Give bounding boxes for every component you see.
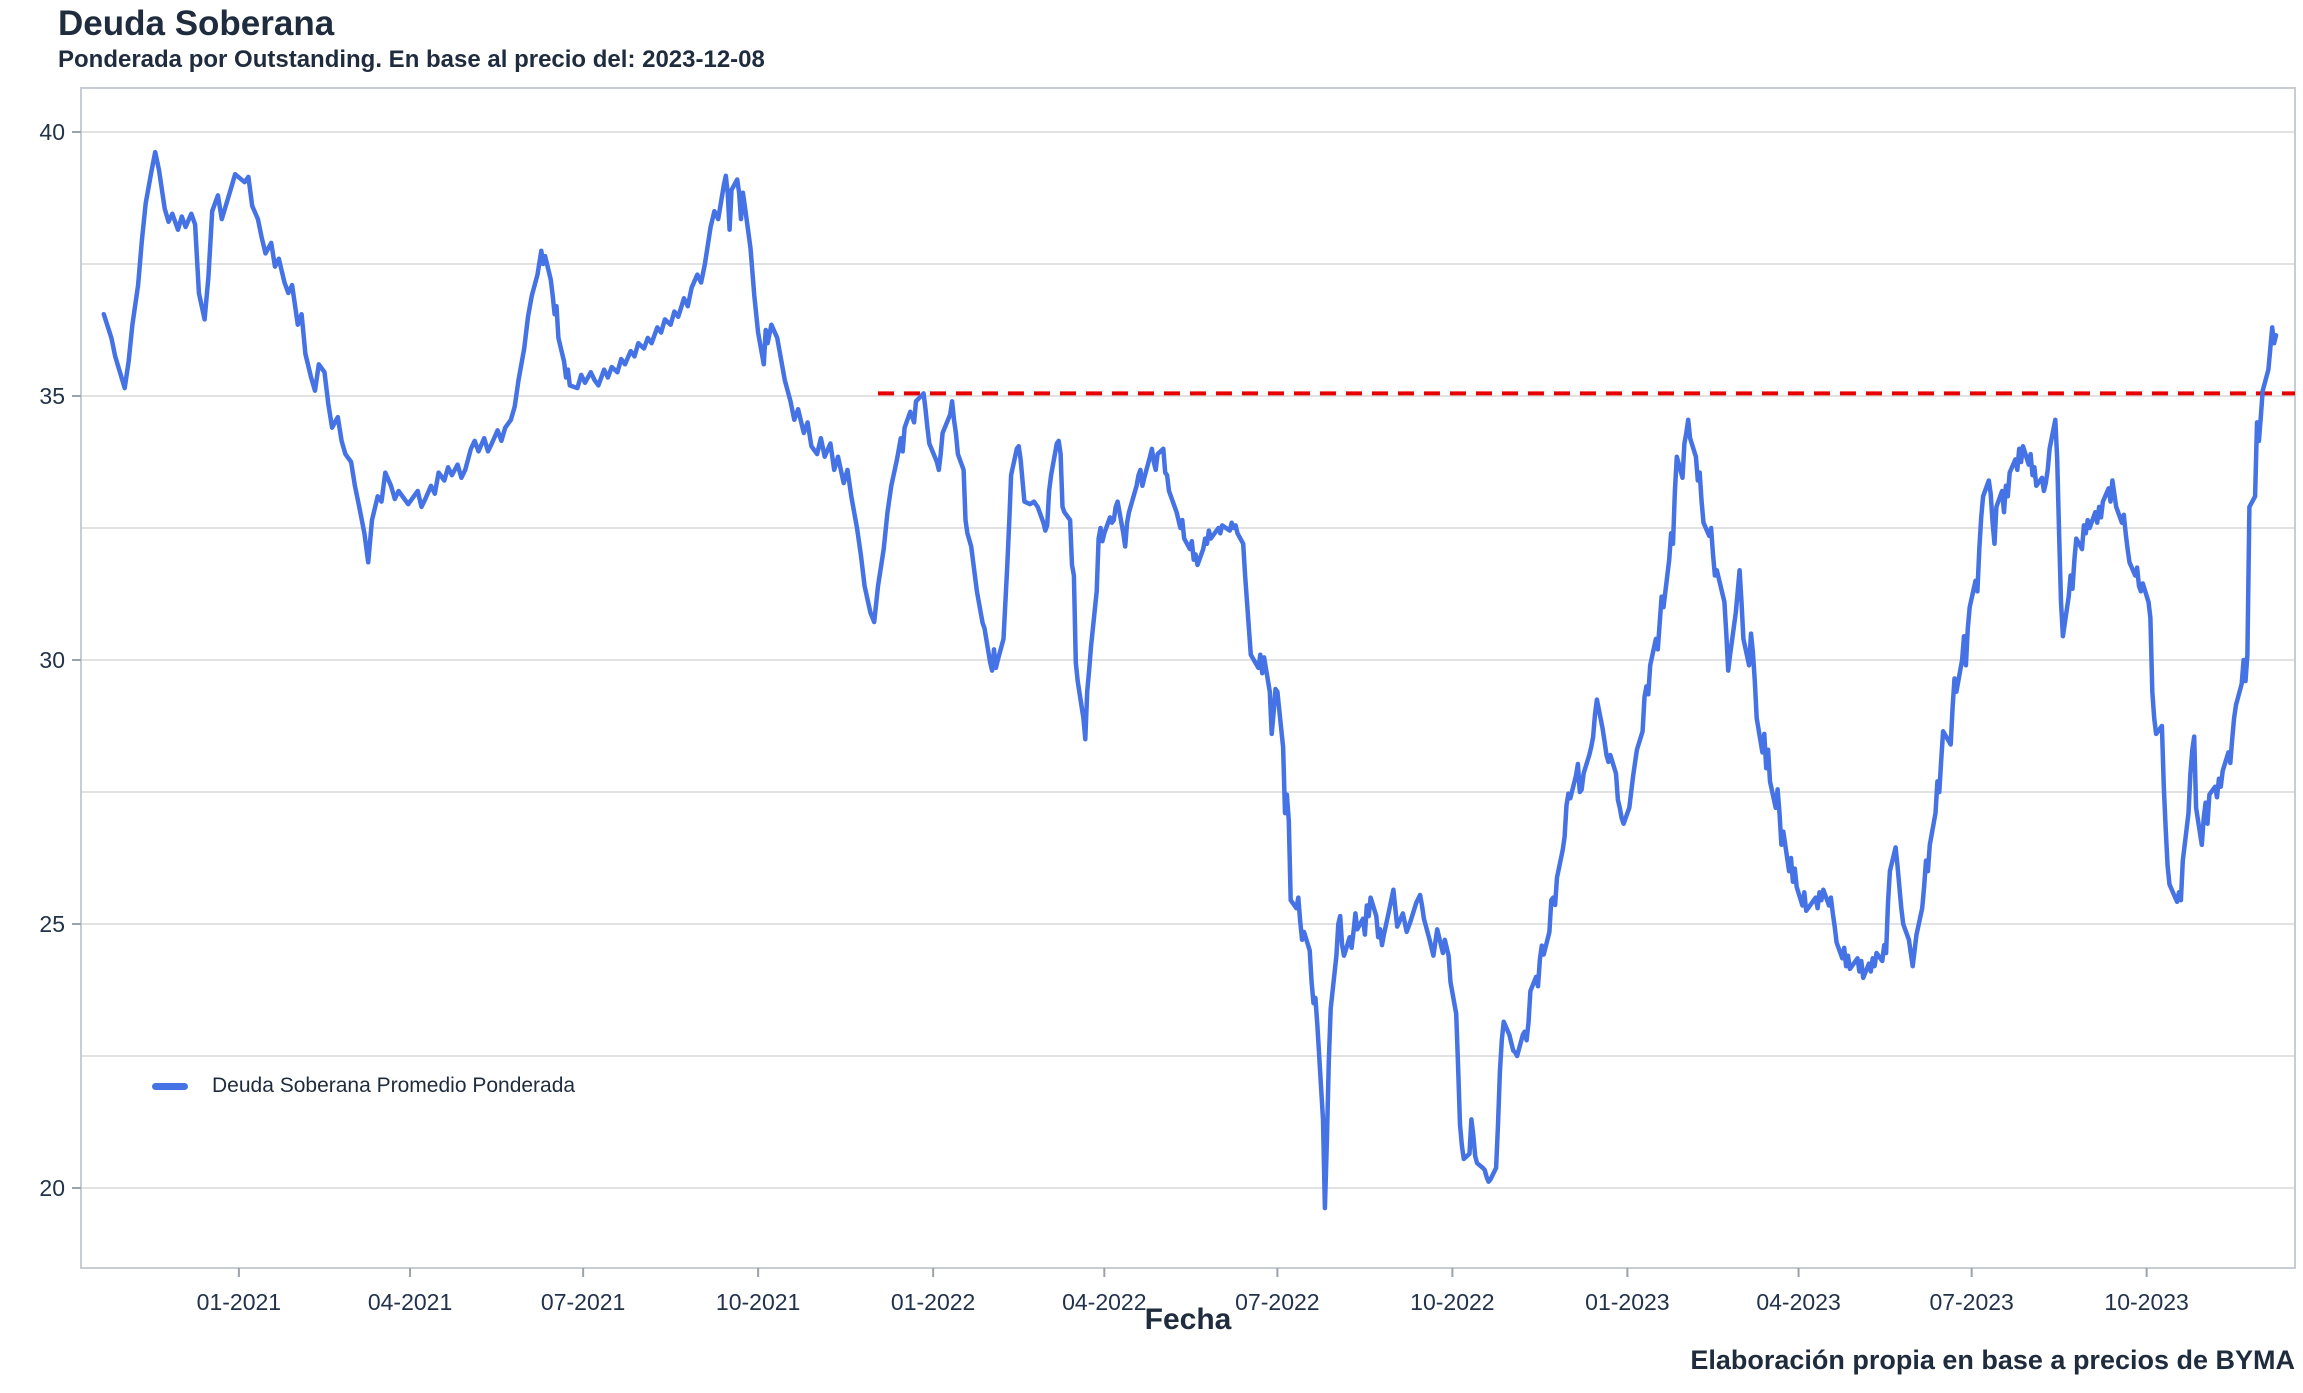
y-tick-label: 40	[39, 119, 65, 145]
x-tick-label: 10-2023	[2104, 1289, 2188, 1315]
x-axis-title: Fecha	[1144, 1303, 1232, 1336]
x-tick-label: 07-2023	[1929, 1289, 2013, 1315]
legend-label: Deuda Soberana Promedio Ponderada	[212, 1074, 576, 1097]
y-tick-label: 35	[39, 383, 65, 409]
legend: Deuda Soberana Promedio Ponderada	[152, 1074, 575, 1098]
x-tick-label: 04-2022	[1062, 1289, 1146, 1315]
y-tick-label: 30	[39, 647, 65, 673]
x-tick-label: 07-2021	[541, 1289, 625, 1315]
plot-panel-border	[80, 87, 2296, 1269]
x-tick-label: 01-2023	[1585, 1289, 1669, 1315]
x-tick-label: 01-2021	[197, 1289, 281, 1315]
legend-line-swatch	[152, 1082, 188, 1090]
y-tick-label: 25	[39, 911, 65, 937]
chart-subtitle: Ponderada por Outstanding. En base al pr…	[58, 46, 765, 73]
x-tick-label: 10-2022	[1410, 1289, 1494, 1315]
x-tick-label: 01-2022	[891, 1289, 975, 1315]
footer-credit: Elaboración propia en base a precios de …	[1690, 1345, 2295, 1375]
x-tick-label: 04-2023	[1756, 1289, 1840, 1315]
y-tick-label: 20	[39, 1175, 65, 1201]
chart-title: Deuda Soberana	[58, 4, 335, 43]
price-series-line	[101, 149, 2279, 1211]
x-tick-label: 07-2022	[1235, 1289, 1319, 1315]
x-tick-label: 04-2021	[368, 1289, 452, 1315]
x-tick-label: 10-2021	[716, 1289, 800, 1315]
